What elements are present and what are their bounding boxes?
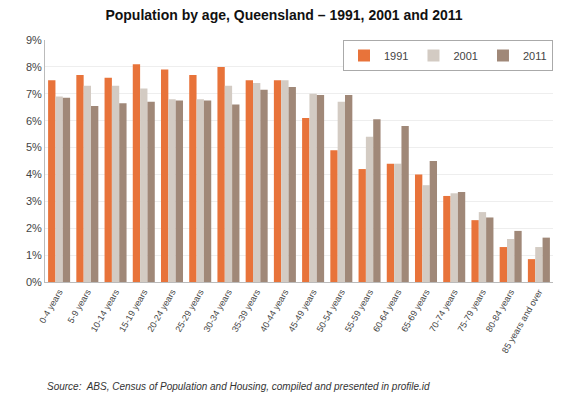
svg-text:45-49 years: 45-49 years: [286, 287, 319, 334]
svg-text:85 years and over: 85 years and over: [500, 288, 545, 355]
svg-text:2011: 2011: [523, 50, 547, 62]
svg-text:35-39 years: 35-39 years: [230, 287, 263, 334]
svg-text:3%: 3%: [26, 195, 42, 207]
svg-text:0%: 0%: [26, 276, 42, 288]
svg-text:30-34 years: 30-34 years: [202, 287, 235, 334]
svg-text:8%: 8%: [26, 61, 42, 73]
svg-text:1991: 1991: [384, 50, 408, 62]
svg-text:2%: 2%: [26, 222, 42, 234]
svg-text:9%: 9%: [26, 34, 42, 46]
svg-text:10-14 years: 10-14 years: [89, 287, 122, 334]
svg-text:80-84 years: 80-84 years: [484, 287, 517, 334]
svg-text:65-69 years: 65-69 years: [399, 287, 432, 334]
svg-text:60-64 years: 60-64 years: [371, 287, 404, 334]
svg-text:75-79 years: 75-79 years: [456, 287, 489, 334]
svg-text:50-54 years: 50-54 years: [315, 287, 348, 334]
svg-text:40-44 years: 40-44 years: [258, 287, 291, 334]
svg-text:15-19 years: 15-19 years: [117, 287, 150, 334]
svg-text:4%: 4%: [26, 168, 42, 180]
svg-text:Population by age, Queensland: Population by age, Queensland – 1991, 20…: [105, 7, 462, 23]
svg-text:25-29 years: 25-29 years: [173, 287, 206, 334]
svg-text:0-4 years: 0-4 years: [37, 287, 65, 325]
svg-text:20-24 years: 20-24 years: [145, 287, 178, 334]
svg-text:6%: 6%: [26, 115, 42, 127]
svg-text:70-74 years: 70-74 years: [427, 287, 460, 334]
svg-text:Source: ABS, Census of Popula: Source: ABS, Census of Population and Ho…: [47, 381, 430, 392]
svg-text:5%: 5%: [26, 141, 42, 153]
svg-text:5-9 years: 5-9 years: [66, 287, 94, 325]
svg-text:1%: 1%: [26, 249, 42, 261]
svg-text:55-59 years: 55-59 years: [343, 287, 376, 334]
svg-text:7%: 7%: [26, 88, 42, 100]
svg-text:2001: 2001: [453, 50, 477, 62]
